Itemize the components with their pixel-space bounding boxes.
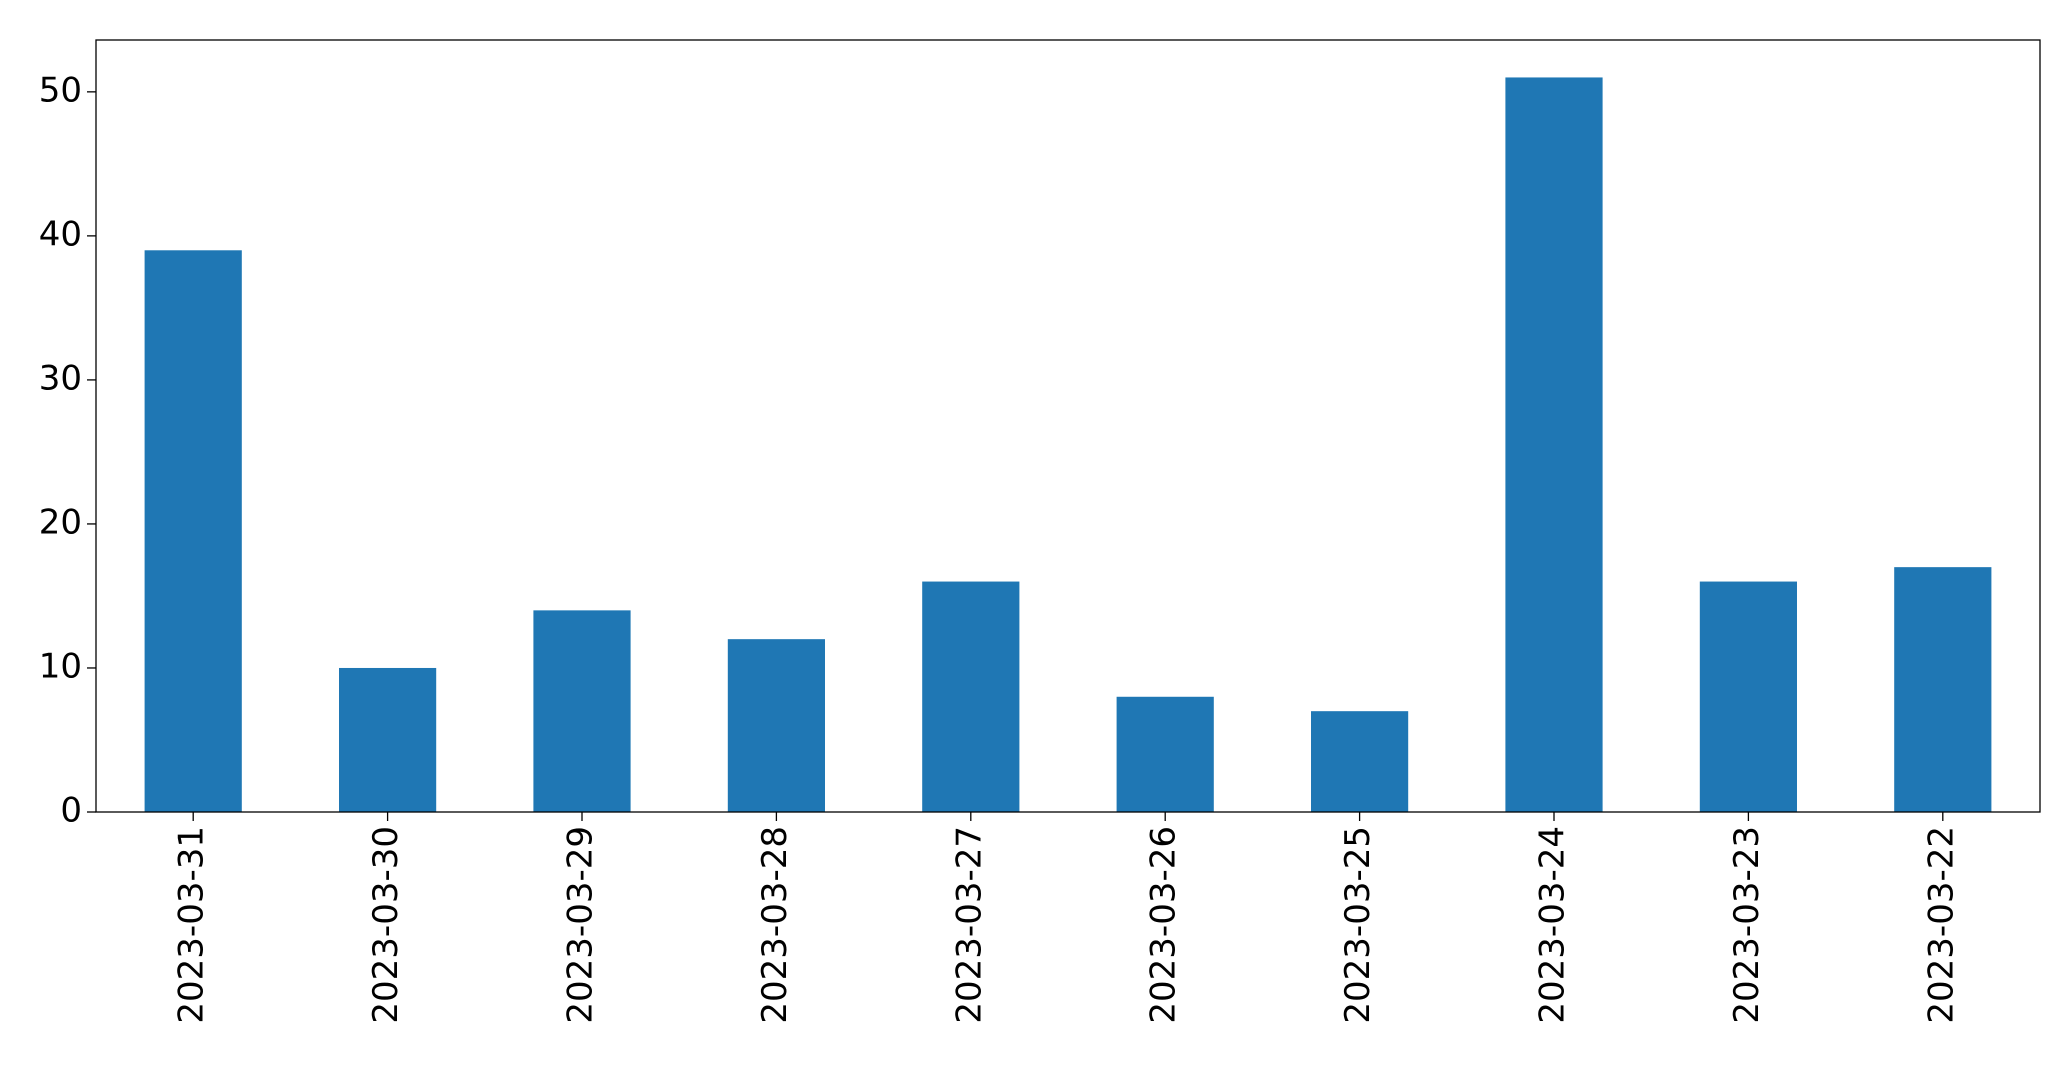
y-tick-label: 0: [60, 791, 82, 831]
x-tick-label: 2023-03-31: [172, 826, 212, 1024]
y-tick-label: 50: [39, 70, 82, 110]
x-tick-label: 2023-03-22: [1921, 826, 1961, 1024]
bar: [339, 667, 437, 812]
y-tick-label: 40: [39, 214, 82, 254]
x-tick-label: 2023-03-25: [1338, 826, 1378, 1024]
x-tick-label: 2023-03-26: [1144, 826, 1184, 1024]
bar: [1505, 77, 1603, 813]
x-tick-label: 2023-03-29: [561, 826, 601, 1024]
x-tick-label: 2023-03-28: [755, 826, 795, 1024]
bar: [1894, 567, 1992, 812]
bar: [1699, 581, 1797, 812]
x-tick-label: 2023-03-30: [366, 826, 406, 1024]
bar: [144, 250, 242, 813]
bar: [533, 610, 631, 812]
y-tick-label: 30: [39, 358, 82, 398]
y-tick-label: 10: [39, 646, 82, 686]
y-tick-label: 20: [39, 502, 82, 542]
x-tick-label: 2023-03-27: [949, 826, 989, 1024]
x-tick-label: 2023-03-24: [1533, 826, 1573, 1024]
bar: [1311, 711, 1409, 812]
bar: [727, 639, 825, 812]
plot-frame: [95, 39, 2041, 813]
x-tick-label: 2023-03-23: [1727, 826, 1767, 1024]
bar: [1116, 696, 1214, 812]
bar: [922, 581, 1020, 812]
